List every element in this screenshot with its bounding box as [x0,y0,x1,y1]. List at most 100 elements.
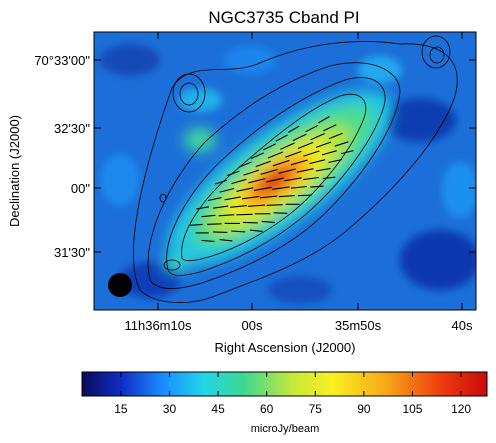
plot-frame [93,31,477,311]
x-tick-label: 40s [452,318,473,333]
polarization-vector [242,221,258,224]
contour-knot-sw [163,259,181,271]
polarization-vector [290,159,308,166]
y-tick-label: 31'30" [54,245,90,260]
polarization-vector [315,167,331,172]
polarization-vector [242,195,260,200]
polarization-vector [303,176,319,181]
polarization-vector [266,177,284,183]
colorbar-tick-label: 15 [114,402,128,416]
noise-field [100,44,476,304]
polarization-vector [273,212,288,214]
polarization-vector [318,116,330,124]
polarization-vector [260,168,278,175]
polarization-vector [278,168,296,174]
colorbar-tick-label: 105 [402,402,422,416]
polarization-vector [219,239,233,242]
polarization-vector [272,159,290,167]
polarization-vector [328,132,343,140]
y-tick-label: 70°33'00" [34,53,90,68]
polarization-vector [303,150,320,157]
polarization-vector [322,176,336,180]
polarization-vector [254,186,272,191]
plot-area [94,32,476,310]
polarization-vector [272,186,290,190]
polarization-vector [243,169,259,176]
polarization-vector [280,142,295,150]
x-tick-label: 35m50s [335,318,382,333]
contour-knot-nw-outer [172,73,206,113]
polarization-vector [266,204,283,206]
polarization-vector [334,141,349,147]
polarization-vector [249,229,263,232]
polarization-vector [219,187,235,193]
polarization-vector [226,170,240,177]
colorbar [81,371,488,397]
polarization-vector [250,152,264,160]
polarization-vector [328,158,343,163]
polarization-vector [212,205,229,209]
polarization-vector [248,178,266,184]
polarization-vectors [189,116,354,242]
colorbar-tick-label: 60 [260,402,274,416]
y-ticks [94,59,476,253]
emission [161,90,393,273]
polarization-vector [323,124,337,132]
polarization-vector [236,213,253,216]
polarization-vector [321,150,337,156]
polarization-vector [267,151,284,159]
colorbar-tick-label: 45 [211,402,225,416]
polarization-vector [238,161,252,168]
colorbar-tick-label: 120 [451,402,471,416]
x-tick-label: 11h36m10s [125,318,192,333]
y-tick-label: 32'30" [54,121,90,136]
polarization-vector [196,206,209,210]
contour-3 [166,77,386,276]
polarization-vector [261,220,276,223]
polarization-vector [231,178,247,185]
colorbar-tick-label: 75 [309,402,323,416]
contour-4 [181,93,366,262]
polarization-vector [278,195,295,198]
polarization-vector [341,150,354,155]
polarization-vector [284,177,302,182]
polarization-vector [292,133,307,142]
polarization-vector [275,134,288,142]
polarization-vector [207,197,222,202]
colorbar-tick-label: 90 [357,402,371,416]
polarization-vector [189,223,203,226]
polarization-vector [248,204,266,207]
polarization-vector [218,214,235,217]
polarization-vector [201,239,215,242]
polarization-vector [230,205,247,208]
beam-marker [108,273,132,297]
polarization-vector [288,125,300,133]
contours [133,35,458,303]
polarization-vector [260,195,278,199]
polarization-vector [305,124,319,133]
x-ticks [157,32,463,310]
polarization-vector [297,194,312,197]
colorbar-ticks: 15 30 45 60 75 90 105 120 [114,372,471,416]
polarization-vector [236,187,254,192]
polarization-vector [231,230,246,233]
y-tick-label: 00" [71,181,90,196]
colorbar-tick-label: 30 [163,402,177,416]
contour-knot-ne-inner [429,46,445,64]
contour-knot-ne-outer [421,35,451,69]
polarization-vector [224,196,241,201]
polarization-vector [214,179,228,185]
chart-title: NGC3735 Cband PI [208,8,359,27]
y-axis-label: Declination (J2000) [7,115,22,227]
polarization-vector [310,132,325,141]
polarization-vector [310,185,324,188]
colorbar-label: microJy/beam [251,423,319,435]
contour-knot-w [159,193,167,203]
polarization-vector [213,231,228,233]
polarization-vector [315,141,332,148]
polarization-vector [206,223,222,225]
contour-2 [147,62,401,289]
polarization-vector [290,185,307,189]
polarization-vector [297,141,314,150]
